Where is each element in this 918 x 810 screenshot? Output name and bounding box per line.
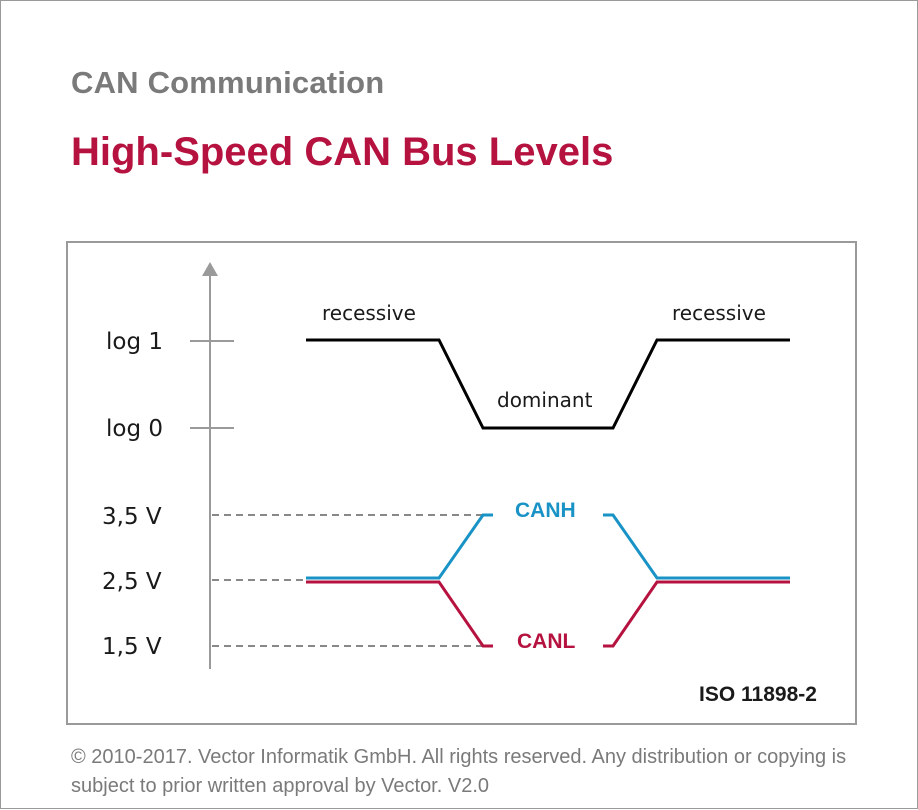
standard-label: ISO 11898-2 — [699, 683, 817, 706]
label-log1: log 1 — [106, 329, 163, 355]
label-dominant: dominant — [497, 388, 593, 412]
logic-waveform — [306, 338, 790, 430]
page-title: High-Speed CAN Bus Levels — [71, 130, 614, 174]
axis-arrow-icon — [202, 262, 218, 276]
label-1-5v: 1,5 V — [102, 634, 162, 660]
label-recessive-left: recessive — [322, 301, 416, 325]
canh-waveform-left — [306, 513, 493, 580]
label-canl: CANL — [517, 630, 575, 653]
canl-waveform-right — [603, 580, 790, 648]
label-log0: log 0 — [106, 416, 163, 442]
copyright-notice: © 2010-2017. Vector Informatik GmbH. All… — [71, 746, 847, 797]
canh-waveform-right — [603, 513, 790, 580]
label-3-5v: 3,5 V — [102, 504, 162, 530]
label-recessive-right: recessive — [672, 301, 766, 325]
label-canh: CANH — [515, 499, 576, 522]
canl-waveform-left — [306, 580, 493, 648]
label-2-5v: 2,5 V — [102, 569, 162, 595]
diagram-box — [66, 241, 857, 725]
section-title: CAN Communication — [71, 65, 385, 100]
